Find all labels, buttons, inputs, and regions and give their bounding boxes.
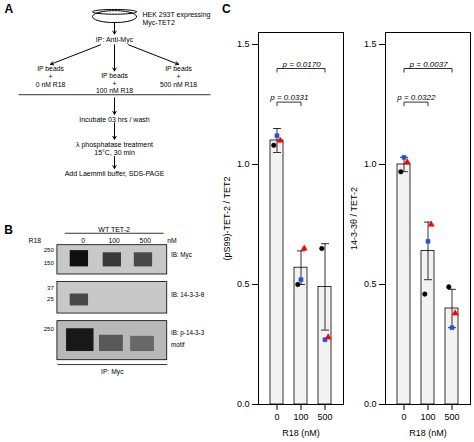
svg-text:R18 (nM): R18 (nM) bbox=[409, 428, 447, 438]
svg-text:100 nM R18: 100 nM R18 bbox=[96, 87, 133, 94]
svg-text:IP: Anti-Myc: IP: Anti-Myc bbox=[96, 36, 134, 44]
svg-text:500: 500 bbox=[317, 412, 332, 422]
svg-text:1.5: 1.5 bbox=[364, 39, 377, 49]
svg-text:0.5: 0.5 bbox=[237, 279, 250, 289]
svg-text:0.5: 0.5 bbox=[364, 279, 377, 289]
svg-text:100: 100 bbox=[420, 412, 435, 422]
svg-text:250: 250 bbox=[44, 247, 55, 253]
svg-text:p = 0.0331: p = 0.0331 bbox=[269, 93, 308, 102]
svg-text:150: 150 bbox=[44, 260, 55, 266]
svg-text:37: 37 bbox=[47, 285, 54, 291]
svg-text:0: 0 bbox=[81, 237, 85, 244]
svg-text:p = 0.0170: p = 0.0170 bbox=[282, 60, 322, 69]
svg-text:IB: p-14-3-3: IB: p-14-3-3 bbox=[171, 329, 205, 337]
svg-text:0.0: 0.0 bbox=[237, 399, 250, 409]
svg-text:A: A bbox=[5, 2, 14, 16]
svg-text:500: 500 bbox=[140, 237, 152, 244]
svg-text:Incubate 03 hrs / wash: Incubate 03 hrs / wash bbox=[79, 116, 150, 123]
svg-text:15°C, 30 min: 15°C, 30 min bbox=[94, 149, 135, 156]
svg-text:250: 250 bbox=[44, 326, 55, 332]
svg-text:0.0: 0.0 bbox=[364, 399, 377, 409]
svg-text:(pS99)-TET-2 / TET2: (pS99)-TET-2 / TET2 bbox=[222, 177, 232, 261]
svg-text:1.0: 1.0 bbox=[237, 159, 250, 169]
svg-text:+: + bbox=[49, 73, 53, 80]
svg-text:R18 (nM): R18 (nM) bbox=[282, 428, 320, 438]
svg-text:B: B bbox=[4, 223, 13, 237]
svg-text:HEK 293T expressing: HEK 293T expressing bbox=[143, 11, 211, 19]
svg-text:100: 100 bbox=[293, 412, 308, 422]
svg-text:λ phosphatase treatment: λ phosphatase treatment bbox=[76, 141, 153, 149]
svg-text:IP beads: IP beads bbox=[165, 65, 192, 72]
svg-text:1.0: 1.0 bbox=[364, 159, 377, 169]
svg-text:500: 500 bbox=[444, 412, 459, 422]
svg-text:+: + bbox=[177, 73, 181, 80]
svg-text:1.5: 1.5 bbox=[237, 39, 250, 49]
svg-text:Add Laemmli buffer, SDS-PAGE: Add Laemmli buffer, SDS-PAGE bbox=[65, 170, 165, 177]
svg-text:IP beads: IP beads bbox=[37, 65, 64, 72]
svg-text:IP beads: IP beads bbox=[101, 72, 128, 79]
svg-text:WT TET-2: WT TET-2 bbox=[98, 226, 130, 233]
svg-text:+: + bbox=[113, 80, 117, 87]
svg-text:IB: 14-3-3-θ: IB: 14-3-3-θ bbox=[171, 291, 205, 298]
svg-text:Myc-TET2: Myc-TET2 bbox=[143, 19, 175, 27]
svg-text:0: 0 bbox=[274, 412, 279, 422]
svg-text:nM: nM bbox=[167, 237, 177, 244]
svg-text:100: 100 bbox=[108, 237, 120, 244]
svg-text:0: 0 bbox=[401, 412, 406, 422]
svg-text:0 nM R18: 0 nM R18 bbox=[36, 81, 66, 88]
svg-text:IB: Myc: IB: Myc bbox=[171, 251, 192, 259]
svg-text:500 nM R18: 500 nM R18 bbox=[160, 81, 197, 88]
svg-text:motif: motif bbox=[171, 341, 185, 348]
svg-text:p = 0.0037: p = 0.0037 bbox=[409, 60, 449, 69]
svg-text:p = 0.0322: p = 0.0322 bbox=[396, 93, 436, 102]
svg-text:IP: Myc: IP: Myc bbox=[101, 368, 124, 376]
html-text:C: C bbox=[222, 2, 231, 16]
svg-text:R18: R18 bbox=[28, 237, 41, 244]
svg-text:14-3-3θ / TET-2: 14-3-3θ / TET-2 bbox=[349, 187, 359, 250]
svg-text:25: 25 bbox=[47, 296, 54, 302]
